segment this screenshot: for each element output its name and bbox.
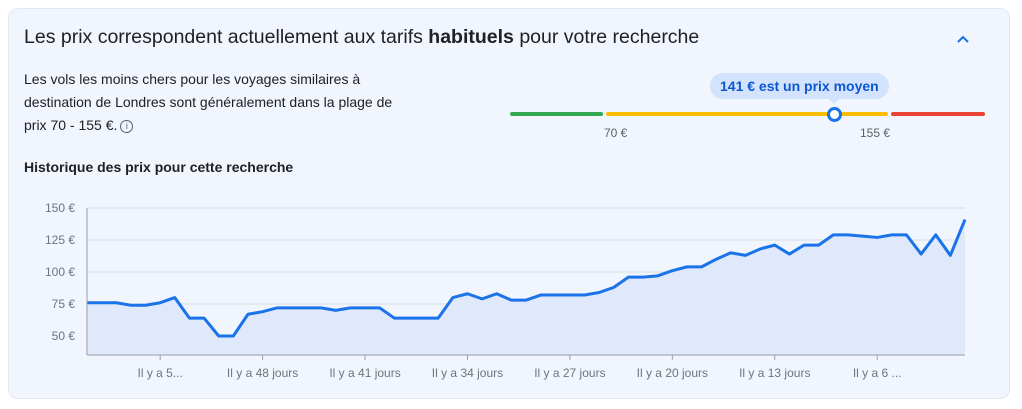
x-tick-label: Il y a 6 ...: [853, 366, 902, 380]
y-tick-label: 150 €: [45, 201, 75, 215]
low-price-segment: [510, 112, 603, 116]
title-bold-text: habituels: [428, 26, 514, 48]
price-range-description: Les vols les moins chers pour les voyage…: [24, 68, 414, 137]
range-low-label: 70 €: [604, 126, 628, 140]
current-price-marker: [827, 107, 842, 122]
description-text: Les vols les moins chers pour les voyage…: [24, 71, 393, 133]
y-tick-label: 100 €: [45, 265, 75, 279]
x-tick-label: Il y a 20 jours: [637, 366, 708, 380]
x-tick-label: Il y a 5...: [137, 366, 182, 380]
title-text-end: pour votre recherche: [513, 26, 700, 48]
info-icon[interactable]: i: [120, 120, 134, 133]
x-tick-label: Il y a 48 jours: [227, 366, 298, 380]
price-area: [87, 219, 965, 355]
price-history-title: Historique des prix pour cette recherche: [24, 159, 294, 175]
title-text: Les prix correspondent actuellement aux …: [24, 26, 429, 48]
price-insight-title: Les prix correspondent actuellement aux …: [24, 26, 699, 49]
price-line: [87, 218, 967, 338]
tooltip-arrow: [829, 99, 839, 104]
x-tick-label: Il y a 41 jours: [329, 366, 400, 380]
chevron-up-icon: [957, 35, 969, 43]
y-tick-label: 50 €: [52, 329, 76, 343]
typical-price-segment: [606, 112, 888, 116]
collapse-button[interactable]: [952, 28, 974, 50]
x-tick-label: Il y a 27 jours: [534, 366, 605, 380]
high-price-segment: [891, 112, 985, 116]
x-tick-label: Il y a 13 jours: [739, 366, 810, 380]
y-tick-label: 75 €: [52, 297, 76, 311]
current-price-tooltip: 141 € est un prix moyen: [710, 73, 889, 99]
range-high-label: 155 €: [860, 126, 891, 140]
x-tick-label: Il y a 34 jours: [432, 366, 503, 380]
y-tick-label: 125 €: [45, 233, 75, 247]
